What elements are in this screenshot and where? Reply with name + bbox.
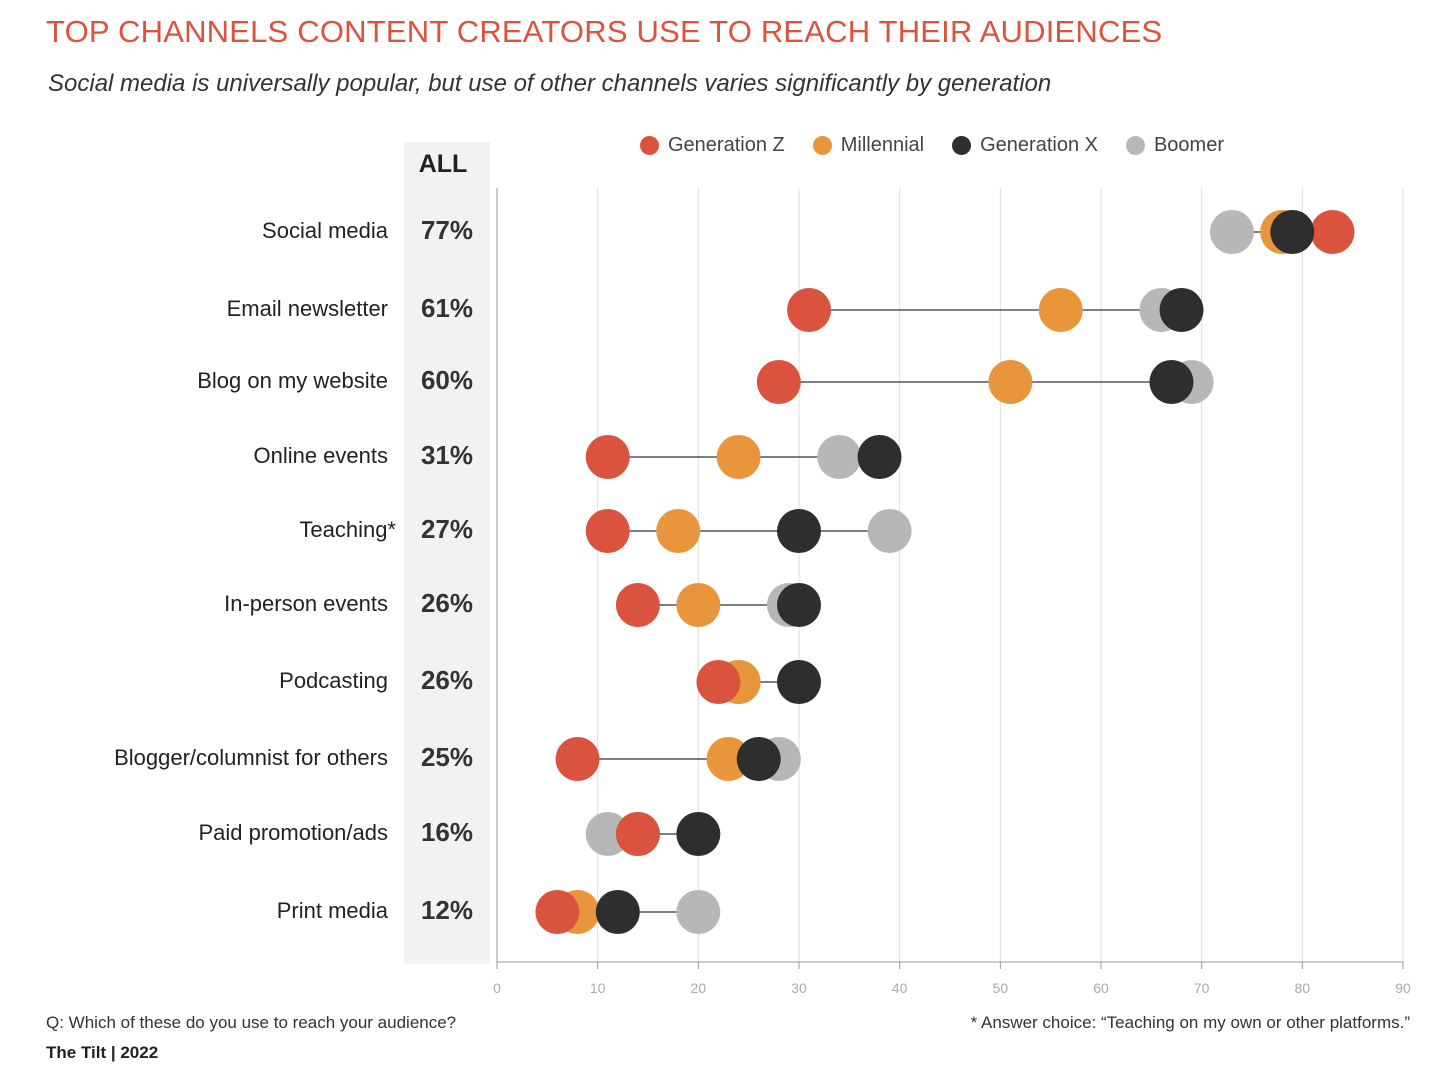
dot-generation-z	[696, 660, 741, 704]
answer-note: * Answer choice: “Teaching on my own or …	[970, 1013, 1410, 1032]
row-label: Teaching*	[299, 517, 396, 542]
legend-label-millennial: Millennial	[840, 134, 925, 156]
row-label: Podcasting	[279, 668, 388, 693]
row-label: Email newsletter	[226, 296, 388, 321]
all-value: 31%	[420, 440, 474, 470]
dot-generation-z	[1310, 210, 1355, 254]
dot-generation-z	[555, 737, 600, 781]
x-tick-label: 40	[892, 980, 908, 996]
dot-generation-x	[857, 435, 902, 479]
x-tick-label: 30	[791, 980, 807, 996]
dot-boomer	[1209, 210, 1254, 254]
dot-generation-x	[777, 583, 821, 627]
row-label: Paid promotion/ads	[198, 820, 388, 845]
all-value: 26%	[420, 588, 474, 618]
dot-boomer	[817, 435, 862, 479]
x-tick-label: 90	[1395, 980, 1411, 996]
row-label: Print media	[276, 898, 388, 923]
dot-generation-x	[1149, 360, 1194, 404]
all-value: 61%	[420, 293, 474, 323]
dot-millennial	[706, 737, 751, 781]
dot-generation-z	[585, 435, 630, 479]
all-value: 60%	[420, 365, 474, 395]
all-value: 77%	[420, 215, 474, 245]
legend-label-generation-z: Generation Z	[668, 134, 785, 156]
source-credit: The Tilt | 2022	[46, 1043, 159, 1062]
legend-item-boomer: Boomer	[1125, 134, 1224, 157]
dot-generation-x	[1159, 288, 1204, 332]
x-tick-label: 0	[493, 980, 501, 996]
legend-label-boomer: Boomer	[1153, 134, 1224, 156]
legend: Generation Z Millennial Generation X Boo…	[640, 134, 1252, 157]
dot-millennial	[1038, 288, 1083, 332]
chart-title: TOP CHANNELS CONTENT CREATORS USE TO REA…	[46, 14, 1163, 49]
dot-generation-x	[777, 509, 821, 553]
dot-generation-z	[535, 890, 580, 934]
dot-boomer	[867, 509, 912, 553]
x-tick-label: 20	[691, 980, 707, 996]
all-value: 12%	[420, 895, 474, 925]
legend-item-generation-x: Generation X	[952, 134, 1098, 157]
chart-subtitle: Social media is universally popular, but…	[48, 70, 1052, 97]
x-tick-label: 10	[590, 980, 606, 996]
all-value: 26%	[420, 665, 474, 695]
row-label: Social media	[262, 218, 388, 243]
survey-question: Q: Which of these do you use to reach yo…	[46, 1013, 457, 1032]
dot-generation-x	[595, 890, 640, 934]
legend-item-generation-z: Generation Z	[640, 134, 785, 157]
legend-dot-generation-z	[640, 136, 659, 155]
x-tick-label: 50	[993, 980, 1009, 996]
dot-generation-z	[615, 583, 660, 627]
dot-millennial	[988, 360, 1033, 404]
all-value: 27%	[420, 514, 474, 544]
dot-generation-x	[777, 660, 821, 704]
legend-dot-boomer	[1125, 136, 1145, 155]
dot-generation-z	[585, 509, 630, 553]
dot-generation-z	[787, 288, 832, 332]
x-tick-label: 60	[1093, 980, 1109, 996]
dot-generation-x	[736, 737, 781, 781]
dot-generation-z	[756, 360, 801, 404]
dot-millennial	[716, 435, 761, 479]
x-tick-label: 70	[1194, 980, 1210, 996]
dot-millennial	[656, 509, 701, 553]
legend-dot-generation-x	[952, 136, 972, 155]
all-column-background	[404, 142, 490, 964]
legend-dot-millennial	[812, 136, 832, 155]
dot-generation-z	[615, 812, 660, 856]
all-column-header: ALL	[418, 150, 468, 178]
dot-generation-x	[1270, 210, 1315, 254]
all-value: 25%	[420, 742, 474, 772]
row-label: Online events	[253, 443, 388, 468]
legend-label-generation-x: Generation X	[980, 134, 1098, 156]
dot-millennial	[676, 583, 721, 627]
dot-boomer	[676, 890, 721, 934]
all-value: 16%	[420, 817, 474, 847]
dot-boomer	[585, 812, 630, 856]
row-label: Blogger/columnist for others	[114, 745, 388, 770]
row-label: In-person events	[224, 591, 388, 616]
dot-generation-x	[676, 812, 721, 856]
x-tick-label: 80	[1295, 980, 1311, 996]
row-label: Blog on my website	[197, 368, 388, 393]
legend-item-millennial: Millennial	[812, 134, 925, 157]
